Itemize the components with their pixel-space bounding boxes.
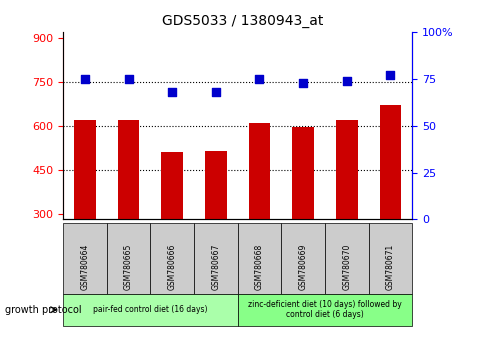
Text: GSM780669: GSM780669 bbox=[298, 244, 307, 290]
Text: GSM780668: GSM780668 bbox=[255, 244, 263, 290]
Bar bbox=[291, 127, 313, 219]
Point bbox=[212, 89, 219, 95]
Point bbox=[299, 80, 306, 85]
Bar bbox=[117, 120, 139, 219]
Bar bbox=[248, 123, 270, 219]
Text: GSM780666: GSM780666 bbox=[167, 244, 176, 290]
Text: GSM780667: GSM780667 bbox=[211, 244, 220, 290]
Text: GSM780671: GSM780671 bbox=[385, 244, 394, 290]
Text: GSM780664: GSM780664 bbox=[80, 244, 89, 290]
Bar bbox=[204, 150, 226, 219]
Bar bbox=[161, 152, 182, 219]
Point bbox=[342, 78, 350, 84]
Text: GSM780665: GSM780665 bbox=[124, 244, 133, 290]
Text: GDS5033 / 1380943_at: GDS5033 / 1380943_at bbox=[162, 14, 322, 28]
Bar bbox=[378, 105, 400, 219]
Text: growth protocol: growth protocol bbox=[5, 305, 81, 315]
Text: zinc-deficient diet (10 days) followed by
control diet (6 days): zinc-deficient diet (10 days) followed b… bbox=[247, 300, 401, 319]
Text: pair-fed control diet (16 days): pair-fed control diet (16 days) bbox=[93, 305, 207, 314]
Bar bbox=[335, 120, 357, 219]
Point bbox=[255, 76, 263, 81]
Point bbox=[386, 72, 393, 78]
Text: GSM780670: GSM780670 bbox=[342, 244, 350, 290]
Point bbox=[168, 89, 176, 95]
Point bbox=[124, 76, 132, 81]
Bar bbox=[74, 120, 95, 219]
Point bbox=[81, 76, 89, 81]
